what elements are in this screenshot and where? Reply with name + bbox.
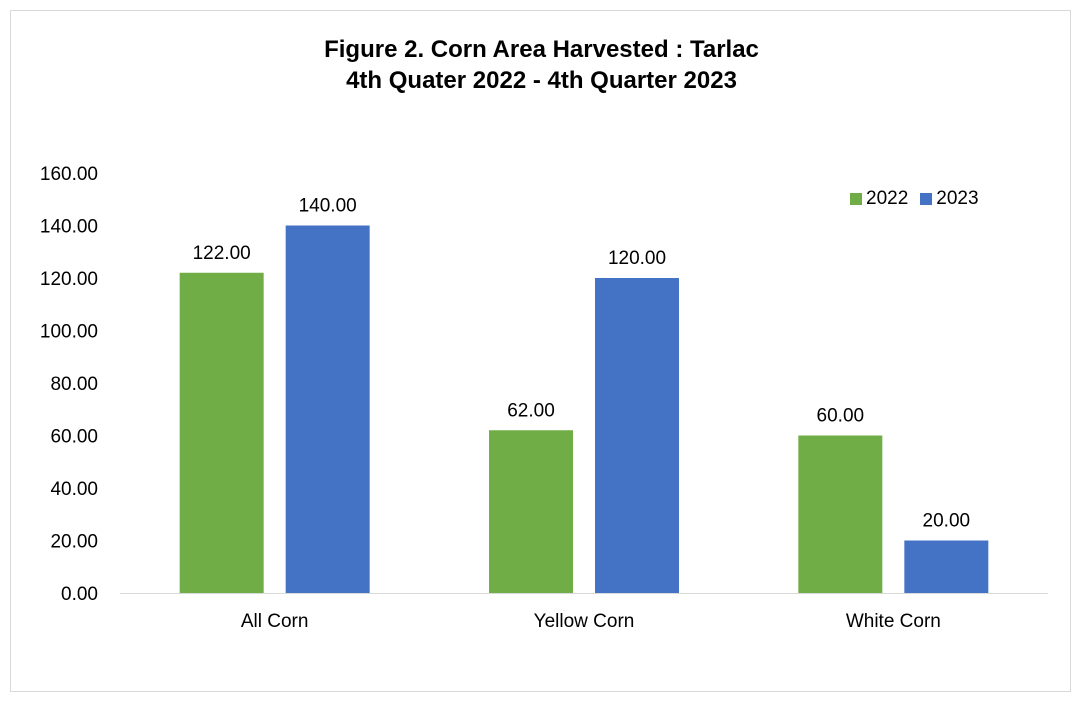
- x-category-label: Yellow Corn: [534, 611, 635, 632]
- y-tick-label: 60.00: [50, 427, 98, 448]
- data-label: 60.00: [817, 406, 865, 427]
- y-tick-label: 80.00: [50, 374, 98, 395]
- bar-2023-0: [285, 225, 370, 593]
- y-tick-label: 160.00: [40, 164, 98, 185]
- y-tick-label: 140.00: [40, 217, 98, 238]
- x-category-label: All Corn: [241, 611, 309, 632]
- data-label: 120.00: [608, 248, 666, 269]
- legend-label-2023: 2023: [936, 188, 979, 209]
- data-label: 122.00: [193, 243, 251, 264]
- x-category-label: White Corn: [846, 611, 941, 632]
- bar-2022-1: [489, 430, 573, 593]
- data-label: 62.00: [507, 400, 555, 421]
- legend-swatch-2022: [850, 193, 862, 205]
- bar-2023-1: [595, 278, 679, 593]
- bar-2022-2: [798, 435, 883, 593]
- y-tick-label: 20.00: [50, 532, 98, 553]
- data-label: 20.00: [923, 511, 971, 532]
- y-tick-label: 100.00: [40, 322, 98, 343]
- data-label: 140.00: [299, 196, 357, 217]
- y-tick-label: 0.00: [61, 584, 98, 605]
- legend-label-2022: 2022: [866, 188, 909, 209]
- chart-title: Figure 2. Corn Area Harvested : Tarlac: [324, 36, 759, 63]
- y-tick-label: 40.00: [50, 479, 98, 500]
- legend-item-2022: 2022: [850, 188, 908, 210]
- chart-legend: 2022 2023: [850, 188, 985, 210]
- bar-2022-0: [179, 272, 264, 593]
- chart-subtitle: 4th Quater 2022 - 4th Quarter 2023: [346, 67, 737, 94]
- legend-item-2023: 2023: [920, 188, 979, 210]
- y-tick-label: 120.00: [40, 269, 98, 290]
- bar-2023-2: [904, 540, 989, 593]
- legend-swatch-2023: [920, 193, 933, 205]
- chart-title-block: Figure 2. Corn Area Harvested : Tarlac 4…: [0, 34, 1083, 96]
